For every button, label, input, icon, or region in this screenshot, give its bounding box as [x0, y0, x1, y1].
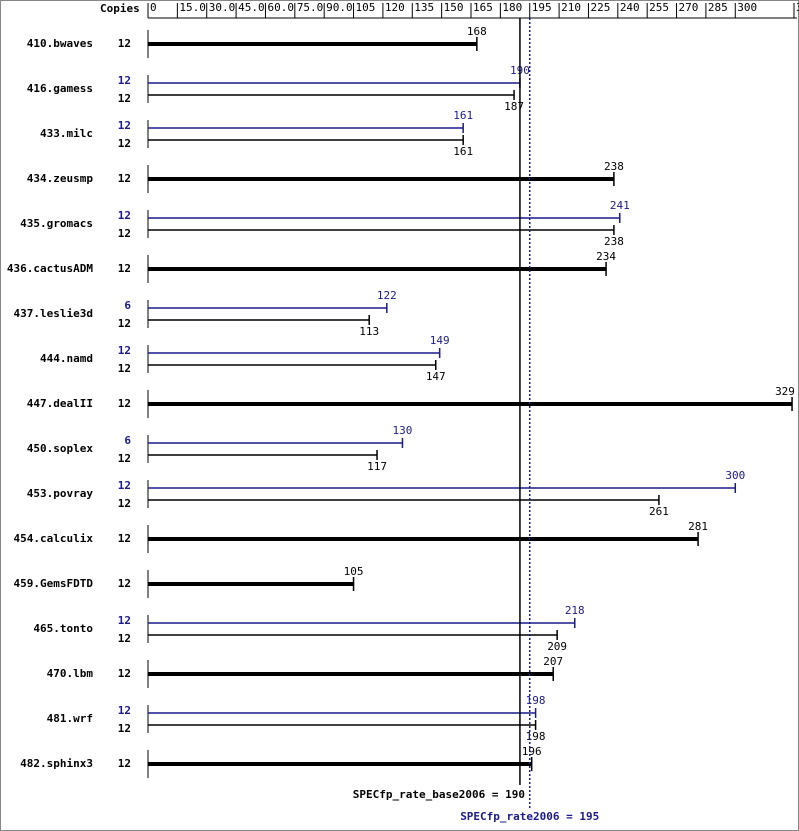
x-tick-label: 210: [561, 1, 581, 14]
x-tick-label: 150: [444, 1, 464, 14]
copies: 12: [118, 614, 131, 627]
value-label: 207: [543, 655, 563, 668]
copies: 12: [118, 397, 131, 410]
value-label: 198: [526, 694, 546, 707]
x-tick-label: 15.0: [179, 1, 206, 14]
x-tick-label: 180: [502, 1, 522, 14]
value-label: 130: [393, 424, 413, 437]
value-label: 196: [522, 745, 542, 758]
copies: 12: [118, 92, 131, 105]
value-label: 261: [649, 505, 669, 518]
value-label: 209: [547, 640, 567, 653]
benchmark-name: 444.namd: [40, 352, 93, 365]
benchmark-name: 481.wrf: [47, 712, 93, 725]
value-label: 218: [565, 604, 585, 617]
value-label: 241: [610, 199, 630, 212]
value-label: 238: [604, 235, 624, 248]
copies: 6: [124, 299, 131, 312]
x-tick-label: 195: [532, 1, 552, 14]
copies: 12: [118, 119, 131, 132]
x-tick-label: 165: [473, 1, 493, 14]
value-label: 198: [526, 730, 546, 743]
x-tick-label: 240: [620, 1, 640, 14]
copies: 12: [118, 317, 131, 330]
x-tick-label: 90.0: [326, 1, 353, 14]
copies: 12: [118, 362, 131, 375]
value-label: 122: [377, 289, 397, 302]
benchmark-name: 470.lbm: [47, 667, 94, 680]
benchmark-name: 416.gamess: [27, 82, 93, 95]
benchmark-name: 433.milc: [40, 127, 93, 140]
benchmark-name: 434.zeusmp: [27, 172, 94, 185]
value-label: 161: [453, 109, 473, 122]
x-tick-label: 270: [679, 1, 699, 14]
copies: 12: [118, 757, 131, 770]
benchmark-name: 435.gromacs: [20, 217, 93, 230]
copies: 12: [118, 479, 131, 492]
value-label: 234: [596, 250, 616, 263]
copies: 12: [118, 577, 131, 590]
benchmark-name: 437.leslie3d: [14, 307, 93, 320]
benchmark-name: 447.dealII: [27, 397, 93, 410]
copies: 12: [118, 74, 131, 87]
copies: 12: [118, 137, 131, 150]
x-tick-label: 300: [737, 1, 757, 14]
copies: 12: [118, 452, 131, 465]
x-tick-label: 225: [590, 1, 610, 14]
copies: 6: [124, 434, 131, 447]
copies: 12: [118, 172, 131, 185]
benchmark-name: 453.povray: [27, 487, 94, 500]
copies: 12: [118, 532, 131, 545]
reference-label: SPECfp_rate2006 = 195: [460, 810, 599, 823]
copies: 12: [118, 722, 131, 735]
x-tick-label: 30.0: [209, 1, 236, 14]
value-label: 168: [467, 25, 487, 38]
value-label: 149: [430, 334, 450, 347]
copies: 12: [118, 704, 131, 717]
copies: 12: [118, 209, 131, 222]
benchmark-name: 454.calculix: [14, 532, 94, 545]
value-label: 147: [426, 370, 446, 383]
copies: 12: [118, 344, 131, 357]
value-label: 281: [688, 520, 708, 533]
copies: 12: [118, 227, 131, 240]
reference-label: SPECfp_rate_base2006 = 190: [353, 788, 525, 801]
copies-header: Copies: [100, 2, 140, 15]
x-tick-label: 120: [385, 1, 405, 14]
x-tick-label: 255: [649, 1, 669, 14]
x-tick-label: 135: [414, 1, 434, 14]
benchmark-name: 450.soplex: [27, 442, 94, 455]
copies: 12: [118, 497, 131, 510]
value-label: 113: [359, 325, 379, 338]
value-label: 329: [775, 385, 795, 398]
value-label: 238: [604, 160, 624, 173]
benchmark-name: 465.tonto: [33, 622, 93, 635]
x-tick-label: 0: [150, 1, 157, 14]
copies: 12: [118, 37, 131, 50]
benchmark-name: 436.cactusADM: [7, 262, 93, 275]
x-tick-label: 330: [796, 1, 799, 14]
benchmark-name: 459.GemsFDTD: [14, 577, 94, 590]
x-tick-label: 105: [356, 1, 376, 14]
value-label: 300: [725, 469, 745, 482]
x-tick-label: 285: [708, 1, 728, 14]
value-label: 105: [344, 565, 364, 578]
value-label: 187: [504, 100, 524, 113]
copies: 12: [118, 632, 131, 645]
copies: 12: [118, 262, 131, 275]
value-label: 117: [367, 460, 387, 473]
benchmark-name: 410.bwaves: [27, 37, 93, 50]
benchmark-name: 482.sphinx3: [20, 757, 93, 770]
copies: 12: [118, 667, 131, 680]
x-tick-label: 75.0: [297, 1, 324, 14]
value-label: 161: [453, 145, 473, 158]
x-tick-label: 60.0: [267, 1, 294, 14]
x-tick-label: 45.0: [238, 1, 265, 14]
